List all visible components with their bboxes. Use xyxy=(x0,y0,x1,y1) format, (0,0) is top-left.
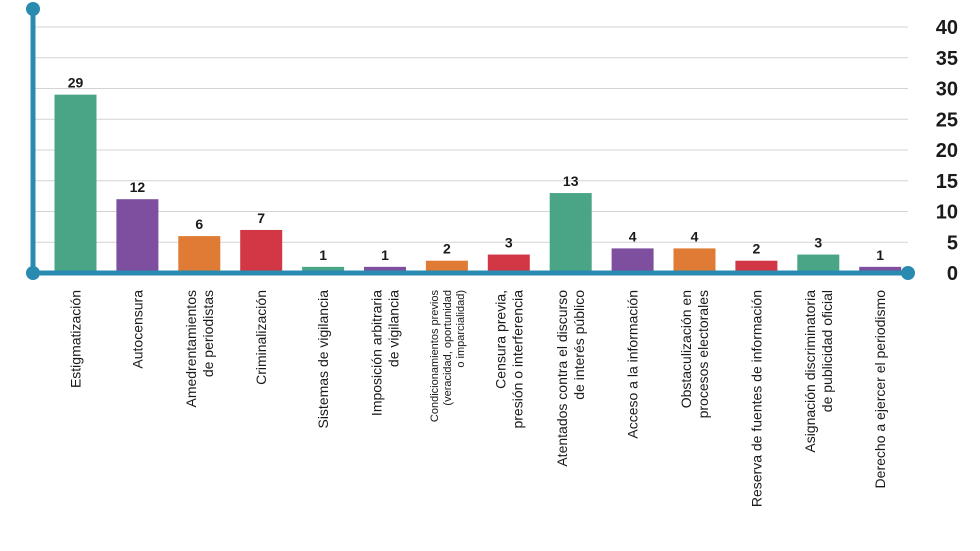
bar-value-label: 4 xyxy=(629,228,637,244)
bar xyxy=(116,199,159,273)
bar xyxy=(611,248,654,273)
bar xyxy=(240,229,283,273)
x-tick-label: Autocensura xyxy=(129,290,145,369)
axes xyxy=(26,2,915,280)
x-tick-label-line: de publicidad oficial xyxy=(819,290,835,412)
bar-value-label: 1 xyxy=(381,247,389,263)
x-tick-label: Imposición arbitraria de vigilancia xyxy=(369,290,402,416)
bar-value-label: 7 xyxy=(257,210,265,226)
bars xyxy=(54,94,902,274)
bar-value-label: 3 xyxy=(814,235,822,251)
gridlines xyxy=(33,26,908,243)
category-labels: Estigmatización Autocensura Amedrentamient… xyxy=(68,290,889,508)
x-tick-label-line: Censura previa, xyxy=(492,290,508,389)
x-tick-label-line: Derecho a ejercer el periodismo xyxy=(872,290,888,489)
bar-value-label: 2 xyxy=(753,241,761,257)
x-tick-label-line: Amedrentamientos xyxy=(183,290,199,408)
bar xyxy=(859,266,902,273)
x-tick-label-line: Imposición arbitraria xyxy=(369,290,385,416)
x-tick-label-line: de interés público xyxy=(571,290,587,400)
y-tick-label: 30 xyxy=(936,79,958,101)
x-tick-label: Amedrentamientos de periodistas xyxy=(183,290,216,408)
bar xyxy=(487,254,530,273)
x-tick-label: Reserva de fuentes de información xyxy=(748,290,764,507)
x-tick-label-line: Acceso a la información xyxy=(625,290,641,439)
bar xyxy=(302,266,345,273)
x-tick-label-line: Reserva de fuentes de información xyxy=(748,290,764,507)
y-tick-label: 40 xyxy=(936,17,958,39)
x-tick-label-line: Obstaculización en xyxy=(678,290,694,408)
bar xyxy=(673,248,716,273)
axis-origin-cap xyxy=(26,266,40,280)
bar xyxy=(425,260,468,273)
x-tick-label-line: procesos electorales xyxy=(695,290,711,418)
x-tick-label-line: Asignación discriminatoria xyxy=(802,290,818,453)
x-tick-label: Condicionamientos previos (veracidad, opo… xyxy=(429,290,467,423)
bar-value-label: 1 xyxy=(876,247,884,263)
x-tick-label: Atentados contra el discurso de interés p… xyxy=(554,290,587,467)
x-tick-label-line: (veracidad, oportunidad xyxy=(442,290,454,406)
x-tick-label-line: Condicionamientos previos xyxy=(429,290,441,423)
x-tick-label-line: Atentados contra el discurso xyxy=(554,290,570,467)
y-tick-label: 20 xyxy=(936,140,958,162)
bar-value-label: 13 xyxy=(563,173,579,189)
bar xyxy=(797,254,840,273)
y-tick-label: 35 xyxy=(936,48,958,70)
x-tick-label-line: Criminalización xyxy=(253,290,269,385)
x-tick-label: Estigmatización xyxy=(68,290,84,388)
x-tick-label: Asignación discriminatoria de publicidad … xyxy=(802,290,835,453)
x-tick-label-line: de periodistas xyxy=(200,290,216,377)
y-tick-label: 0 xyxy=(947,263,958,285)
y-tick-labels: 0 5 10 15 20 25 30 35 40 xyxy=(936,17,958,285)
bar-value-label: 4 xyxy=(691,228,699,244)
x-tick-label-line: Sistemas de vigilancia xyxy=(315,290,331,429)
y-tick-label: 10 xyxy=(936,202,958,224)
bar-value-label: 6 xyxy=(195,216,203,232)
bar-value-label: 29 xyxy=(68,75,84,91)
x-tick-label-line: Estigmatización xyxy=(68,290,84,388)
bar xyxy=(549,193,592,273)
x-tick-label: Criminalización xyxy=(253,290,269,385)
x-tick-label: Obstaculización en procesos electorales xyxy=(678,290,711,418)
x-tick-label: Derecho a ejercer el periodismo xyxy=(872,290,888,489)
y-tick-label: 5 xyxy=(947,232,958,254)
x-tick-label-line: presión o interferencia xyxy=(509,290,525,429)
x-tick-label-line: de vigilancia xyxy=(386,290,402,367)
bar xyxy=(54,94,97,274)
bar xyxy=(735,260,778,273)
bar-value-label: 2 xyxy=(443,241,451,257)
x-tick-label-line: o imparcialidad) xyxy=(455,290,467,368)
y-tick-label: 15 xyxy=(936,171,958,193)
bar-value-label: 1 xyxy=(319,247,327,263)
bar-value-label: 3 xyxy=(505,235,513,251)
x-tick-label: Censura previa, presión o interferencia xyxy=(492,290,525,429)
bar xyxy=(178,236,221,273)
x-tick-label: Acceso a la información xyxy=(625,290,641,439)
x-tick-label: Sistemas de vigilancia xyxy=(315,290,331,429)
y-axis-end-cap xyxy=(26,2,40,16)
bar-value-label: 12 xyxy=(130,179,146,195)
y-tick-label: 25 xyxy=(936,109,958,131)
x-tick-label-line: Autocensura xyxy=(129,290,145,369)
x-axis-end-cap xyxy=(901,266,915,280)
bar xyxy=(364,266,406,273)
